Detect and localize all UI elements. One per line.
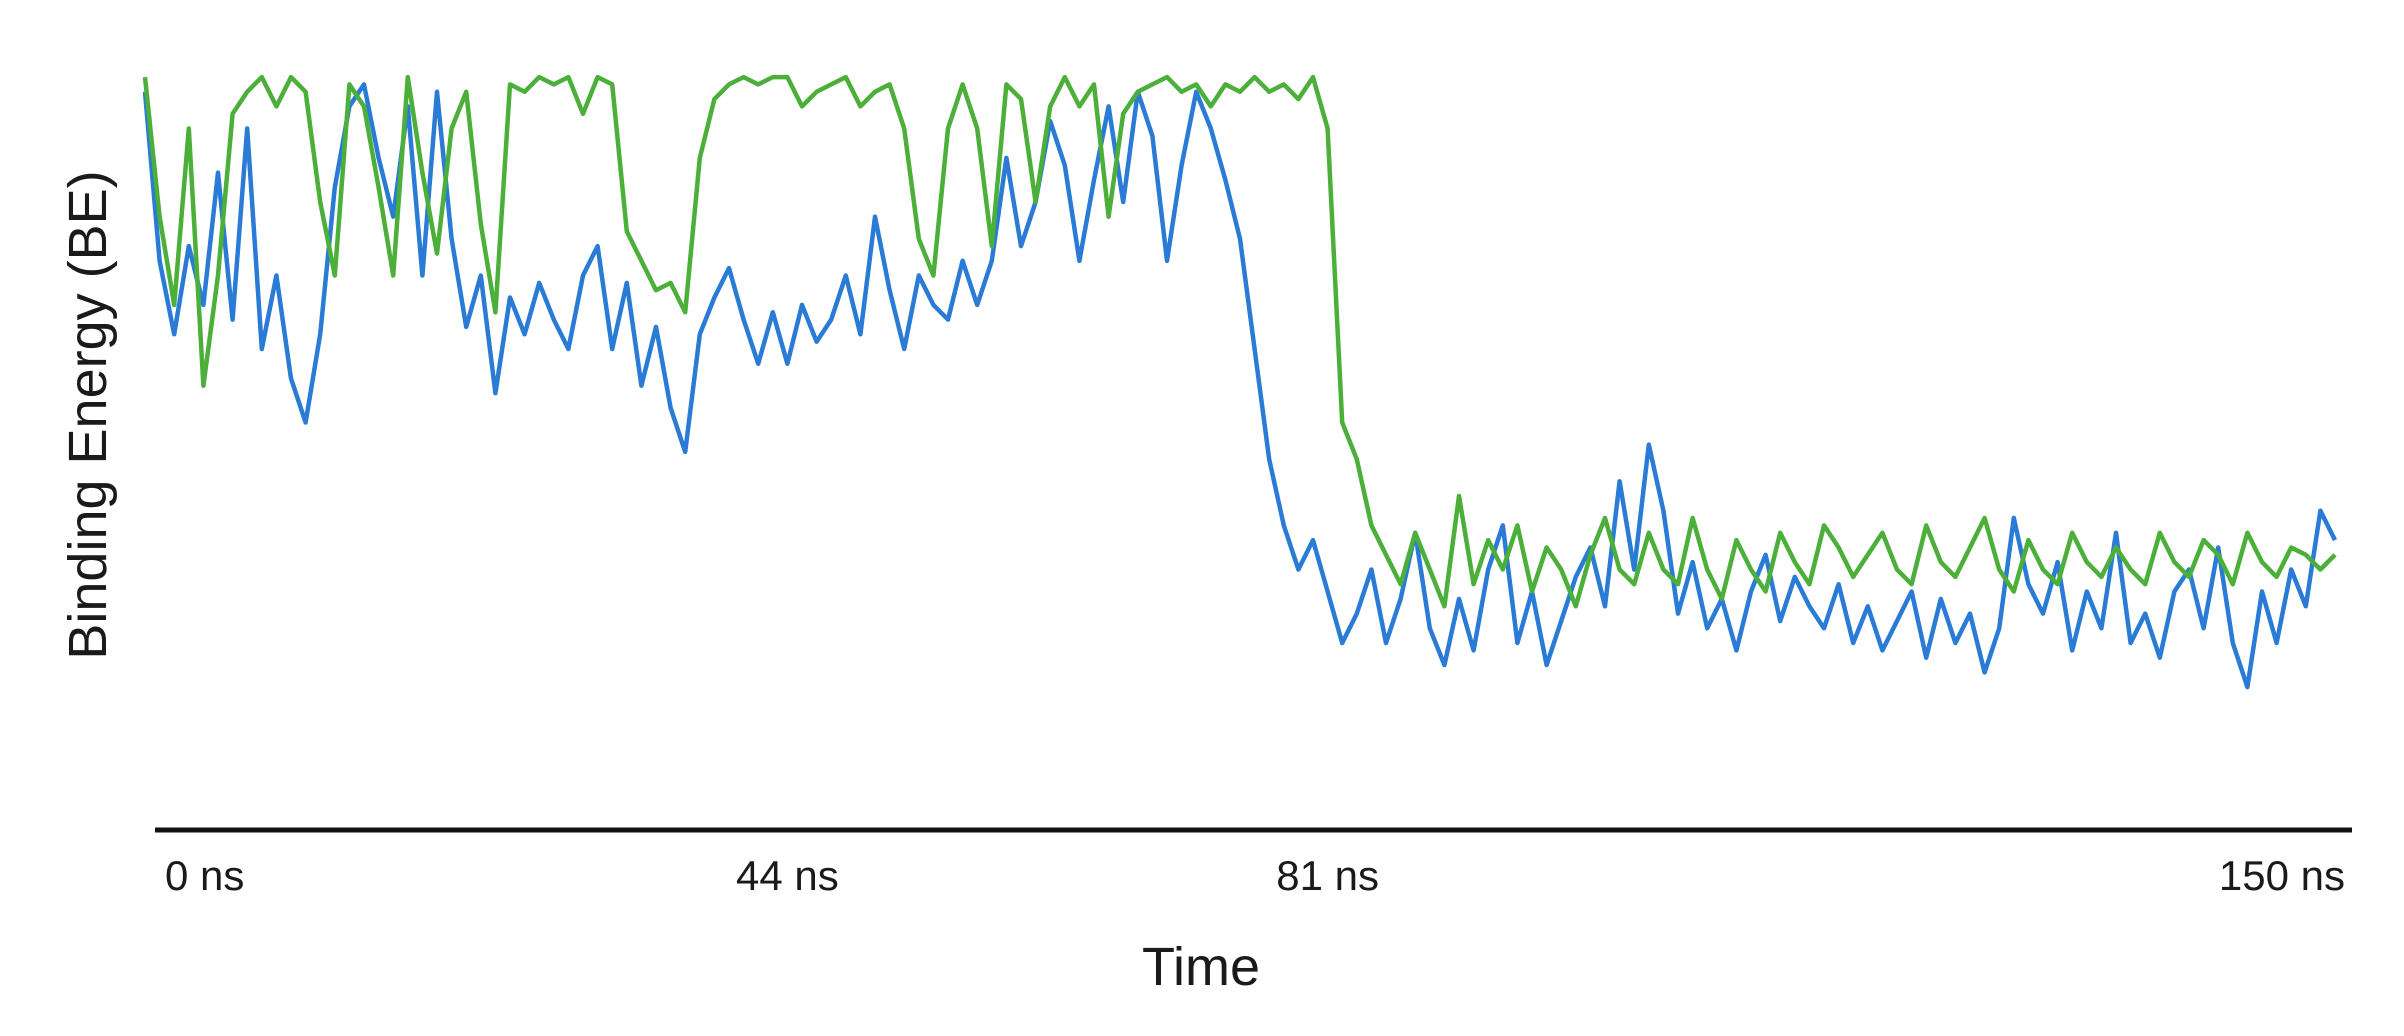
series-line-2 <box>142 74 2337 609</box>
x-tick-label: 0 ns <box>165 852 244 899</box>
x-tick-labels: 0 ns 44 ns 81 ns 150 ns <box>165 852 2345 899</box>
x-tick-label: 81 ns <box>1276 852 1379 899</box>
x-tick-label: 150 ns <box>2219 852 2345 899</box>
x-axis-title: Time <box>1142 937 1260 997</box>
y-axis-title: Binding Energy (BE) <box>58 170 118 659</box>
series-line-1 <box>142 82 2338 690</box>
series-layer <box>142 74 2338 690</box>
x-tick-label: 44 ns <box>736 852 839 899</box>
